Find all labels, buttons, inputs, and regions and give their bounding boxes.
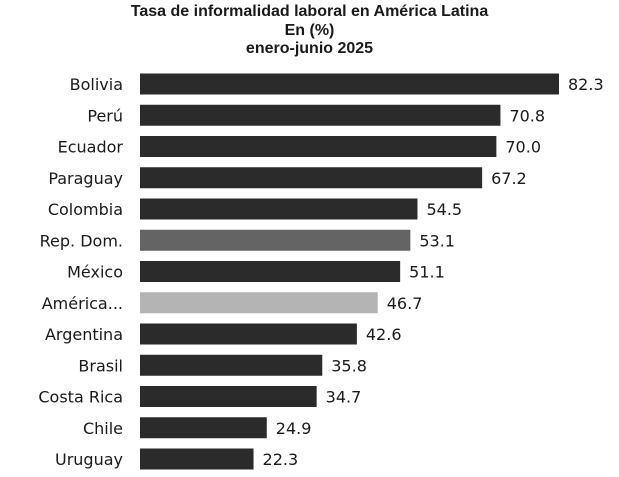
category-label-5: Rep. Dom. (40, 231, 123, 250)
bar-6 (140, 261, 401, 282)
chart-subtitle-period: enero-junio 2025 (245, 40, 374, 57)
value-label-10: 34.7 (326, 388, 362, 407)
bar-5 (140, 229, 411, 251)
bar-9 (140, 354, 323, 376)
value-label-0: 82.3 (568, 75, 604, 94)
category-label-11: Chile (83, 419, 123, 438)
bar-3 (140, 167, 483, 189)
category-label-4: Colombia (48, 200, 123, 219)
value-label-1: 70.8 (509, 106, 545, 125)
bar-4 (140, 198, 418, 220)
bar-2 (140, 136, 497, 157)
value-label-3: 67.2 (491, 169, 527, 188)
category-label-9: Brasil (78, 356, 123, 375)
value-label-11: 24.9 (276, 419, 312, 438)
category-label-8: Argentina (45, 325, 123, 344)
category-label-6: México (67, 263, 123, 282)
bar-7 (140, 292, 378, 314)
chart-title: Tasa de informalidad laboral en América … (130, 3, 489, 20)
value-label-7: 46.7 (387, 294, 423, 313)
value-label-12: 22.3 (263, 450, 299, 469)
bar-10 (140, 386, 317, 407)
category-label-3: Paraguay (48, 169, 123, 188)
bar-0 (140, 73, 559, 95)
value-label-2: 70.0 (505, 138, 541, 157)
chart-subtitle-unit: En (%) (284, 21, 335, 39)
value-label-9: 35.8 (331, 356, 367, 375)
bar-12 (140, 448, 254, 470)
category-label-2: Ecuador (58, 138, 124, 157)
category-label-1: Perú (87, 106, 123, 125)
value-label-8: 42.6 (366, 325, 402, 344)
chart-title-block: Tasa de informalidad laboral en América … (0, 3, 619, 59)
bar-8 (140, 323, 357, 345)
bar-1 (140, 104, 501, 126)
value-label-4: 54.5 (426, 200, 462, 219)
bar-11 (140, 417, 267, 439)
value-label-6: 51.1 (409, 263, 445, 282)
category-label-12: Uruguay (55, 450, 123, 469)
category-label-10: Costa Rica (38, 388, 123, 407)
category-label-0: Bolivia (70, 75, 123, 94)
value-label-5: 53.1 (419, 231, 455, 250)
category-label-7: América... (42, 294, 123, 313)
